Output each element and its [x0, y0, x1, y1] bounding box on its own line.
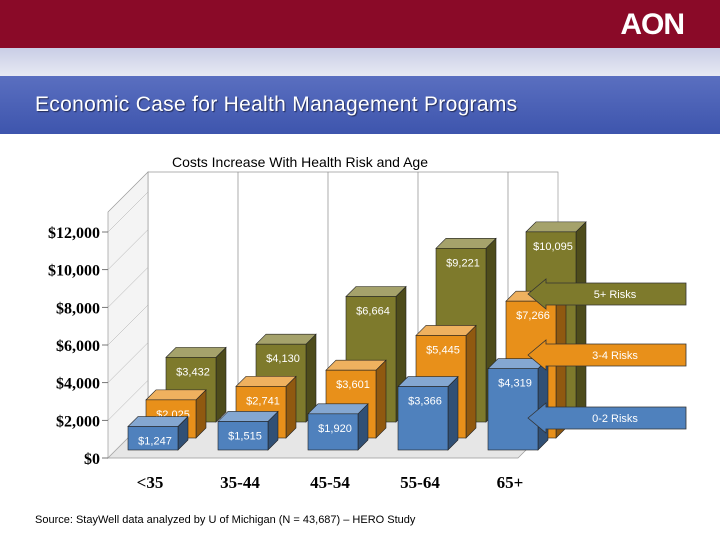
x-tick-label: 45-54 — [310, 473, 350, 492]
y-gridline — [107, 380, 149, 421]
legend-label: 3-4 Risks — [592, 350, 638, 362]
bar-5-risks-label: $3,432 — [176, 366, 210, 378]
aon-logo: AON — [620, 8, 685, 41]
y-gridline — [107, 191, 149, 233]
bar-3-4-risks-top — [235, 376, 297, 387]
legend-label: 0-2 Risks — [592, 413, 638, 425]
source-note: Source: StayWell data analyzed by U of M… — [35, 514, 416, 526]
bar-3-4-risks-top — [415, 325, 477, 336]
legend-label: 5+ Risks — [594, 289, 637, 301]
bar-5-risks-top — [255, 333, 317, 345]
bar-3-4-risks-side — [465, 324, 477, 439]
bar-0-2-risks-top — [307, 403, 369, 415]
y-tick-label: $6,000 — [56, 338, 100, 355]
bar-5-risks-label: $4,130 — [266, 353, 300, 365]
y-gridline — [107, 267, 149, 308]
x-tick-label: 35-44 — [220, 473, 260, 492]
y-tick-label: $4,000 — [56, 376, 100, 393]
bar-0-2-risks — [127, 426, 179, 451]
y-tick-label: $10,000 — [48, 263, 100, 280]
bar-5-risks-top — [525, 221, 587, 233]
legend-arrow — [527, 402, 687, 434]
y-gridline — [107, 229, 149, 270]
bar-5-risks-side — [575, 221, 587, 423]
y-gridline — [107, 304, 149, 346]
top-banner — [0, 0, 720, 48]
bar-5-risks-label: $10,095 — [533, 241, 573, 253]
bar-3-4-risks-side — [375, 359, 387, 439]
bar-3-4-risks-top — [145, 389, 207, 401]
side-wall — [107, 171, 149, 459]
y-tick-label: $0 — [84, 451, 100, 468]
bar-5-risks-top — [345, 286, 407, 297]
bar-5-risks-top — [165, 347, 227, 358]
bar-5-risks-side — [215, 346, 227, 423]
bar-0-2-risks-label: $1,515 — [228, 430, 262, 442]
bar-0-2-risks-label: $1,920 — [318, 423, 352, 435]
bar-3-4-risks-label: $2,741 — [246, 395, 280, 407]
legend-arrow — [527, 278, 687, 310]
y-gridline — [107, 342, 149, 383]
separator-band — [0, 48, 720, 76]
bar-3-4-risks-side — [285, 375, 297, 439]
bar-3-4-risks-top — [325, 359, 387, 371]
bar-0-2-risks-top — [217, 411, 279, 422]
y-tick-label: $2,000 — [56, 413, 100, 430]
bar-5-risks-label: $9,221 — [446, 257, 480, 269]
bar-0-2-risks — [307, 413, 359, 451]
bar-5-risks-label: $6,664 — [356, 305, 390, 317]
x-tick-label: 55-64 — [400, 473, 440, 492]
x-tick-label: 65+ — [497, 473, 524, 492]
bar-0-2-risks-top — [127, 416, 189, 427]
chart-title: Costs Increase With Health Risk and Age — [171, 154, 428, 170]
bar-3-4-risks-label: $5,445 — [426, 344, 460, 356]
y-tick-label: $12,000 — [48, 225, 100, 242]
title-band — [0, 76, 720, 134]
bar-0-2-risks-label: $4,319 — [498, 378, 532, 390]
bar-3-4-risks-label: $7,266 — [516, 310, 550, 322]
y-tick-label: $8,000 — [56, 300, 100, 317]
bar-0-2-risks — [487, 368, 539, 451]
page-title: Economic Case for Health Management Prog… — [35, 93, 518, 116]
legend-arrow — [527, 339, 687, 371]
bar-0-2-risks-top — [397, 376, 459, 387]
bar-3-4-risks-label: $3,601 — [336, 379, 370, 391]
bar-5-risks-top — [435, 238, 497, 249]
bar-0-2-risks-label: $3,366 — [408, 396, 442, 408]
bar-0-2-risks-label: $1,247 — [138, 436, 172, 448]
bar-0-2-risks — [217, 421, 269, 451]
bar-0-2-risks-side — [537, 357, 549, 451]
x-tick-label: <35 — [137, 473, 164, 492]
bar-0-2-risks-side — [447, 375, 459, 451]
bar-0-2-risks — [397, 386, 449, 451]
